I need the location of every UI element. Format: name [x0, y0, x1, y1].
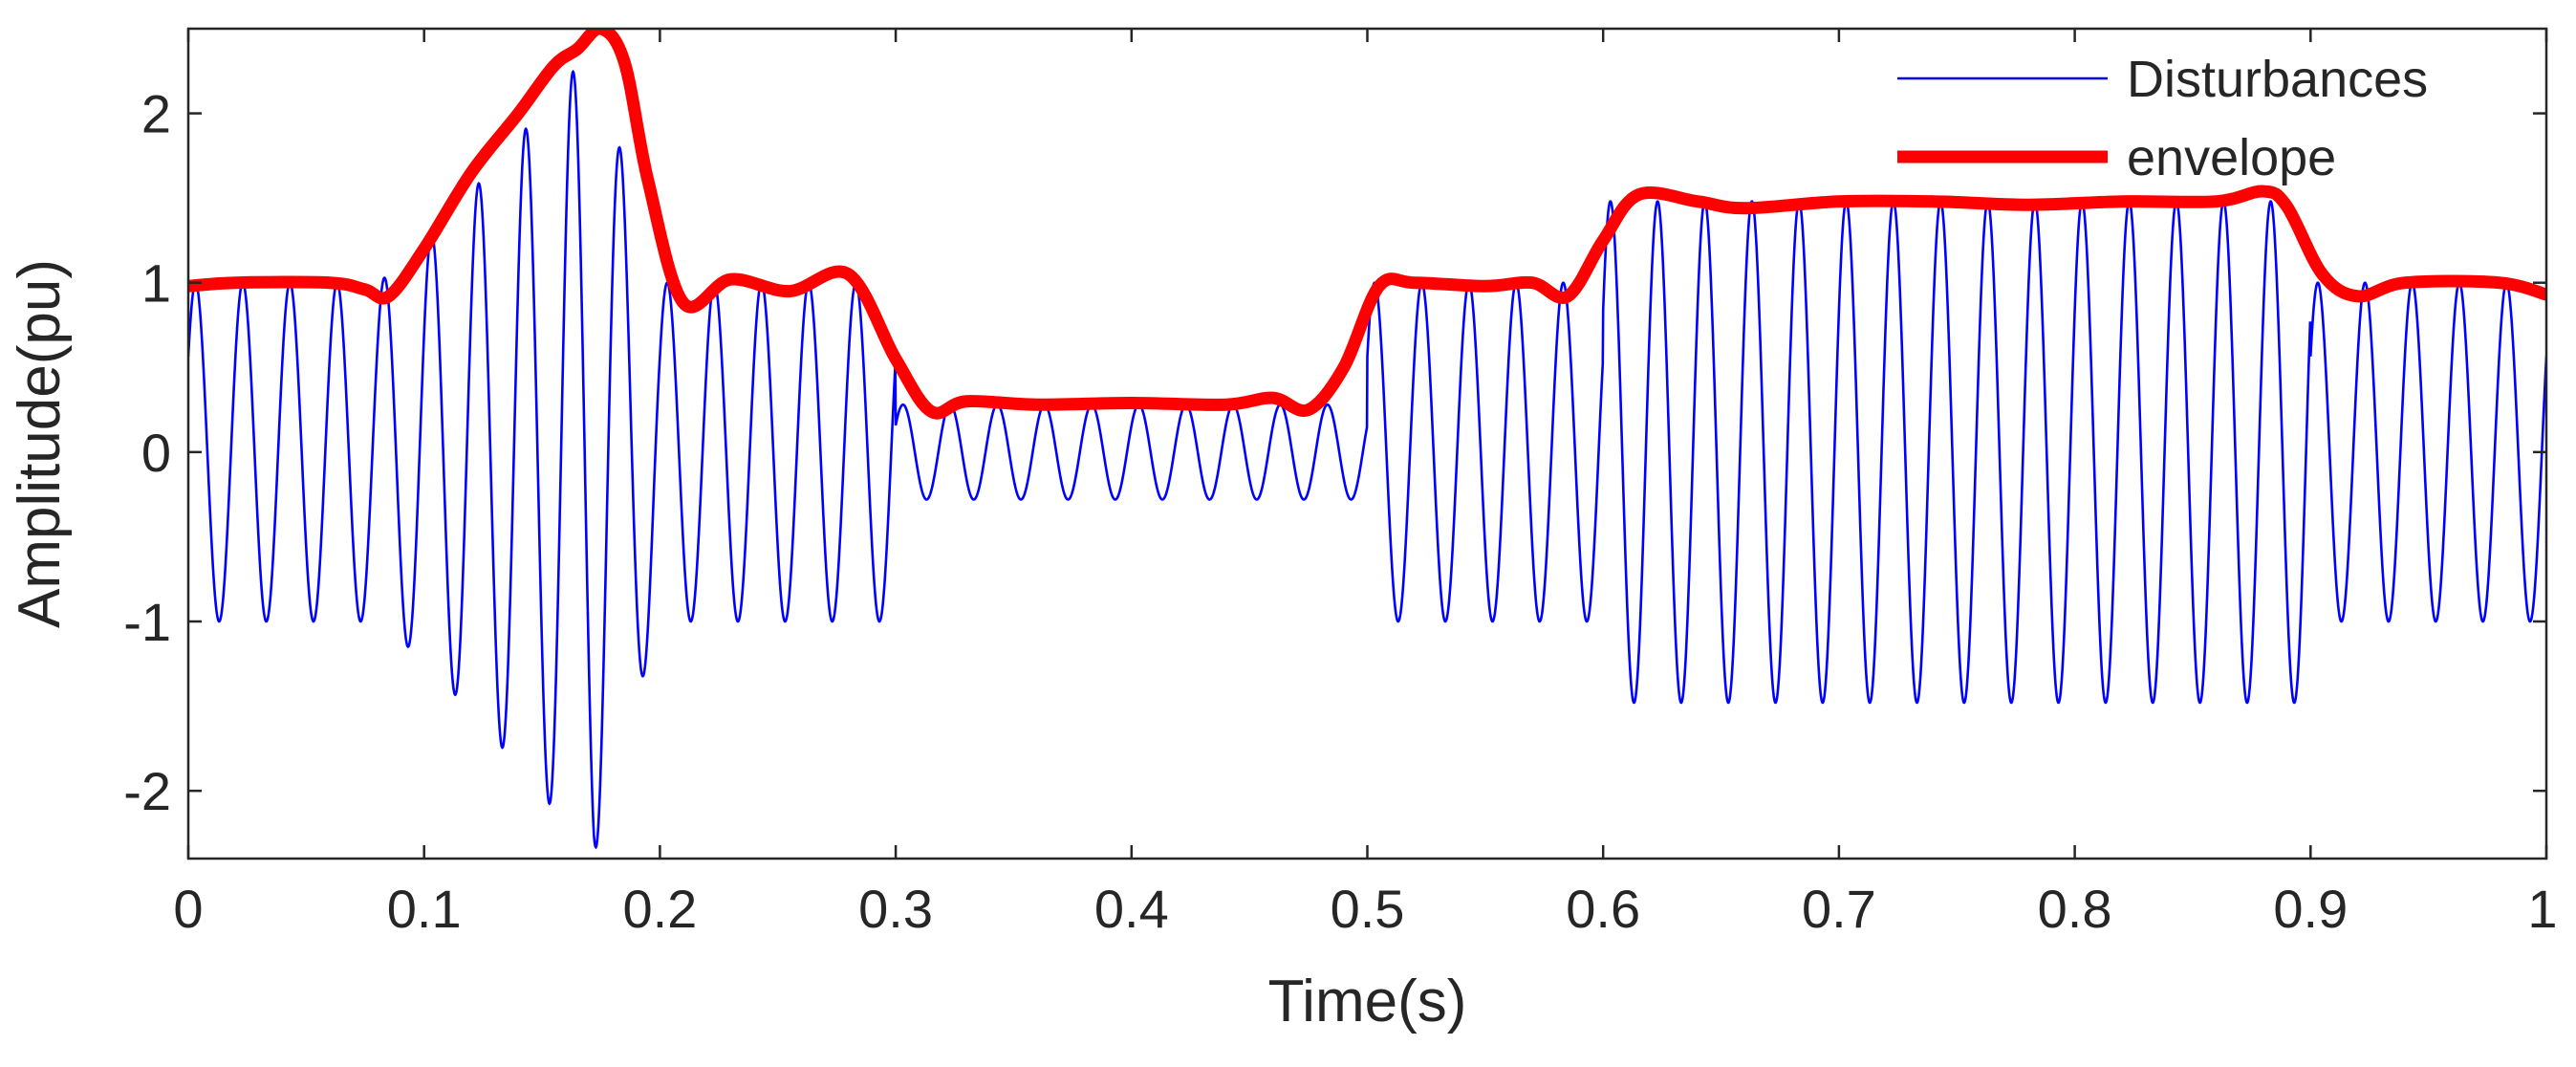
x-tick-label: 0: [173, 879, 203, 939]
x-tick-label: 0.1: [387, 879, 462, 939]
x-tick-label: 0.4: [1094, 879, 1169, 939]
x-tick-label: 0.3: [858, 879, 933, 939]
legend: Disturbances envelope: [1897, 51, 2428, 186]
y-tick-label: 1: [141, 253, 171, 314]
x-tick-label: 0.9: [2273, 879, 2348, 939]
x-tick-label: 0.7: [1802, 879, 1876, 939]
series-disturbances: [188, 69, 2546, 850]
y-tick-label: -1: [123, 592, 171, 652]
y-tick-label: -2: [123, 761, 171, 821]
y-tick-label: 0: [141, 423, 171, 483]
x-tick-label: 0.8: [2038, 879, 2112, 939]
x-tick-label: 0.5: [1331, 879, 1405, 939]
series-envelope: [188, 29, 2546, 420]
y-axis-label: Amplitude(pu): [7, 259, 73, 628]
x-axis-label: Time(s): [1268, 969, 1467, 1034]
x-tick-label: 0.2: [622, 879, 697, 939]
plot-area: [188, 29, 2546, 850]
axes: 0 0.1 0.2 0.3 0.4 0.5 0.6 0.7 0.8 0.9 1 -2 -1 0 1 2: [123, 27, 2558, 939]
x-tick-label: 0.6: [1566, 879, 1640, 939]
y-tick-label: 2: [141, 84, 171, 144]
legend-label-envelope: envelope: [2127, 129, 2336, 186]
legend-label-disturbances: Disturbances: [2127, 51, 2428, 108]
x-tick-label: 1: [2527, 879, 2557, 939]
